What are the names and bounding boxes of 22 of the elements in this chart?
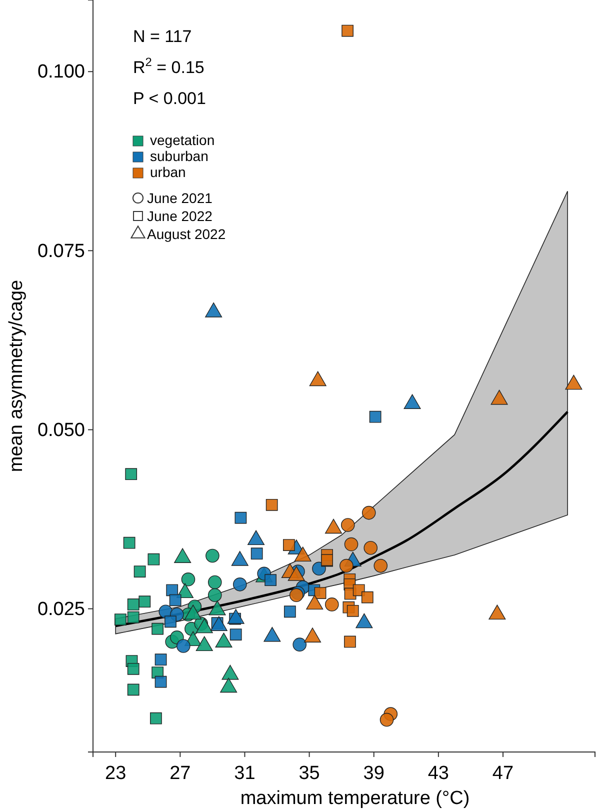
x-axis-title: maximum temperature (°C) [240, 788, 470, 809]
annotation: June 2022 [147, 208, 213, 224]
y-axis-title: mean asymmetry/cage [6, 280, 27, 472]
x-tick-label: 31 [234, 763, 256, 784]
y-tick-label: 0.025 [37, 598, 85, 620]
legend-label: suburban [150, 148, 208, 164]
x-tick-label: 39 [363, 763, 384, 784]
legend-label: vegetation [150, 132, 215, 148]
legend-label: urban [150, 164, 186, 180]
annotation: N = 117 [133, 27, 192, 46]
x-tick-label: 35 [298, 763, 320, 784]
x-tick-label: 23 [105, 763, 126, 784]
x-tick-label: 47 [492, 763, 514, 784]
annotation: R$^{2}$ = 0.15 [133, 55, 204, 77]
y-tick-label: 0.100 [37, 62, 85, 83]
annotation: June 2021 [147, 190, 213, 206]
annotation: P < 0.001 [133, 89, 206, 108]
y-tick-label: 0.050 [37, 420, 85, 441]
x-tick-label: 43 [428, 763, 449, 784]
annotation: August 2022 [147, 226, 226, 242]
y-tick-label: 0.075 [37, 240, 85, 262]
x-tick-label: 27 [170, 763, 191, 784]
